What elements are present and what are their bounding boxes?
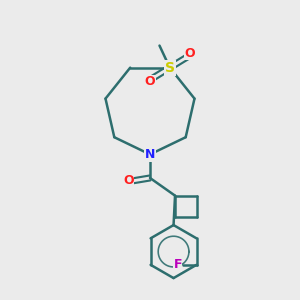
Text: S: S bbox=[165, 61, 175, 75]
Text: N: N bbox=[145, 148, 155, 161]
Text: F: F bbox=[174, 258, 182, 271]
Text: O: O bbox=[145, 75, 155, 88]
Text: O: O bbox=[184, 47, 195, 60]
Text: O: O bbox=[124, 174, 134, 188]
